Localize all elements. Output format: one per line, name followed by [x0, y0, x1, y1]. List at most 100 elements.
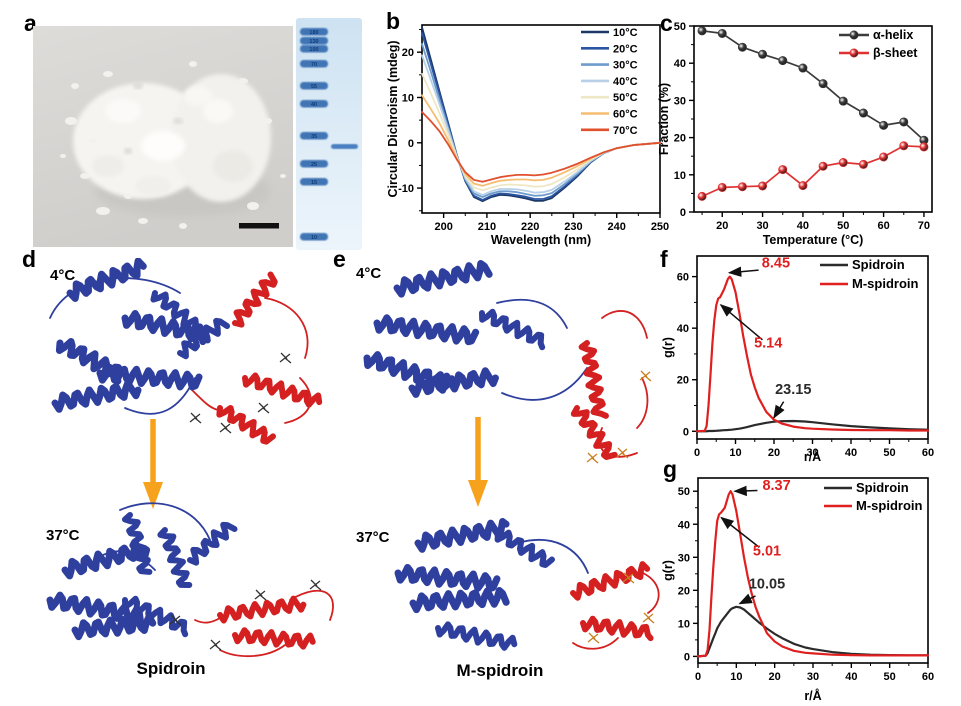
helix-ribbon: [61, 540, 151, 580]
y-tick-label: 10: [678, 618, 690, 630]
ladder-label: 15: [311, 180, 317, 186]
helix-ribbon: [578, 340, 609, 419]
annotation-value: 5.01: [753, 544, 781, 560]
data-point: [899, 141, 909, 151]
ligand-stick-icon: [257, 402, 270, 414]
annotation-arrow-icon: [773, 401, 785, 419]
helix-ribbon: [570, 561, 651, 601]
helix-ribbon: [580, 615, 654, 642]
x-tick-label: 60: [922, 671, 934, 683]
y-tick-label: -10: [398, 183, 414, 195]
legend-item-label: Spidroin: [852, 257, 905, 272]
x-tick-label: 200: [434, 221, 452, 233]
ligand-stick-icon: [219, 422, 232, 434]
data-point: [919, 142, 929, 152]
x-tick-label: 230: [564, 221, 582, 233]
x-tick-label: 50: [884, 671, 896, 683]
rdf-chart-37c: 0 10 20 30 40 50 60 0 10 20 30 40 50 r/Å g(r) Spidroin M…: [660, 463, 960, 706]
ligand-stick-icon: [587, 632, 600, 644]
y-tick-label: 20: [674, 133, 686, 145]
ladder-label: 35: [311, 134, 317, 140]
plot-frame: [421, 24, 661, 214]
x-tick-label: 60: [877, 220, 889, 232]
axes: 200 210 220 230 240 250 -10 0 10 20: [398, 29, 669, 233]
legend-item-label: β-sheet: [873, 46, 918, 60]
annotation-value: 8.45: [762, 256, 790, 272]
chart-g-svg: 0 10 20 30 40 50 60 0 10 20 30 40 50 r/Å g(r) Spidroin M…: [661, 477, 934, 703]
helix-ribbon: [363, 351, 458, 394]
axes: 0 10 20 30 40 50 60 0 10 20 30 40 50: [678, 486, 934, 683]
helix-ribbon: [96, 363, 203, 391]
panel-label-b: b: [386, 8, 401, 34]
y-tick-label: 0: [683, 426, 689, 438]
y-tick-label: 0: [684, 651, 690, 663]
legend-item-label: 10°C: [613, 27, 638, 39]
x-tick-label: 10: [729, 447, 741, 459]
panel-label-c: c: [660, 10, 673, 36]
x-tick-label: 50: [883, 447, 895, 459]
data-point: [778, 56, 788, 66]
ligand-stick-icon: [309, 579, 322, 591]
y-axis-label: Fraction (%): [657, 83, 671, 155]
temp-label-e-37c: 37°C: [356, 529, 390, 546]
data-point: [838, 158, 848, 168]
data-point: [858, 159, 868, 169]
protein-structure-mspidroin-4c: [352, 258, 652, 473]
x-axis-label: r/Å: [804, 449, 821, 464]
legend-item-label: 50°C: [613, 92, 638, 104]
legend-item-label: M-spidroin: [852, 276, 918, 291]
data-point: [818, 161, 828, 171]
sample-band: [331, 144, 358, 149]
ladder-band: [300, 132, 328, 140]
helix-ribbon: [242, 372, 323, 408]
struct-d-top-svg: [49, 258, 323, 445]
helix-ribbon: [177, 317, 231, 360]
annotation-arrow-icon: [720, 516, 760, 548]
arrow-d-svg: [143, 419, 163, 509]
x-tick-label: 50: [837, 220, 849, 232]
data-point: [737, 182, 747, 192]
ladder-band: [300, 82, 328, 90]
y-tick-label: 20: [678, 585, 690, 597]
y-tick-label: 60: [677, 272, 689, 284]
data-point: [879, 152, 889, 162]
plot-frame: [696, 255, 929, 440]
secondary-structure-fraction-chart: 20 30 40 50 60 70 0 10 20 30 40 50 Temperature (°C) F…: [656, 10, 960, 250]
x-axis-label: r/Å: [804, 688, 821, 703]
ligand-stick-icon: [622, 572, 635, 584]
powder-photo: [33, 26, 293, 247]
chart-f-svg: 0 10 20 30 40 50 60 0 20 40 60 r/Å g(r) Spidroin M-spi…: [661, 255, 934, 464]
plot-frame: [697, 477, 929, 664]
y-axis-label: g(r): [661, 560, 675, 581]
legend-item-label: 20°C: [613, 43, 638, 55]
ladder-band: [300, 45, 328, 53]
panel-label-e: e: [333, 246, 346, 272]
x-tick-label: 0: [695, 671, 701, 683]
chart-b-svg: 200 210 220 230 240 250 -10 0 10 20 Wavelength (nm…: [386, 24, 669, 247]
series-M-spidroin: [695, 275, 930, 433]
x-axis-label: Temperature (°C): [763, 233, 864, 247]
helix-ribbon: [150, 290, 199, 335]
y-tick-label: 20: [402, 47, 414, 59]
ligand-stick-icon: [169, 614, 182, 626]
annotation-value: 5.14: [754, 336, 782, 352]
ladder-band: [300, 37, 328, 45]
helix-ribbon: [71, 613, 157, 641]
series-Spidroin: [696, 605, 930, 658]
ligand-stick-icon: [209, 639, 222, 651]
ladder-band: [300, 233, 328, 241]
ladder-label: 70: [311, 62, 317, 68]
data-point: [778, 165, 788, 175]
x-tick-label: 0: [694, 447, 700, 459]
x-tick-label: 240: [608, 221, 626, 233]
temp-label-d-37c: 37°C: [46, 527, 80, 544]
data-point: [858, 108, 868, 118]
caption-mspidroin: M-spidroin: [456, 661, 544, 680]
temp-label-e-4c: 4°C: [356, 265, 382, 282]
axes: 0 10 20 30 40 50 60 0 20 40 60: [677, 272, 934, 459]
legend-item-label: 60°C: [613, 109, 638, 121]
scale-bar: [239, 223, 279, 229]
plot-frame: [693, 25, 933, 213]
helix-ribbon: [394, 563, 501, 592]
